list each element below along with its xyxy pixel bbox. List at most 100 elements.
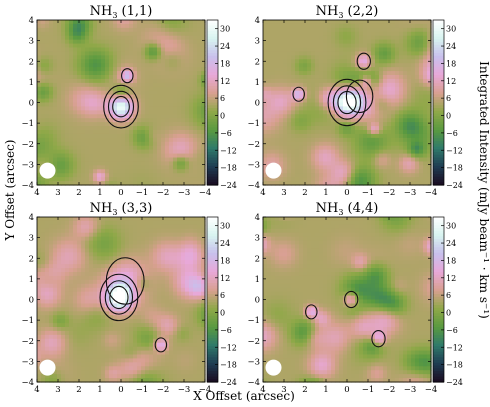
heatmap-cell bbox=[141, 122, 146, 127]
heatmap-cell bbox=[355, 43, 360, 49]
heatmap-cell bbox=[145, 327, 150, 332]
heatmap-cell bbox=[81, 350, 86, 356]
heatmap-cell bbox=[69, 358, 74, 363]
heatmap-cell bbox=[283, 59, 288, 64]
heatmap-cell bbox=[149, 59, 154, 64]
heatmap-cell bbox=[49, 39, 54, 45]
heatmap-cell bbox=[427, 137, 432, 143]
heatmap-cell bbox=[105, 43, 110, 49]
heatmap-cell bbox=[129, 137, 134, 143]
heatmap-cell bbox=[125, 63, 130, 68]
heatmap-cell bbox=[117, 366, 122, 371]
heatmap-cell bbox=[283, 67, 288, 72]
heatmap-cell bbox=[129, 217, 134, 222]
heatmap-cell bbox=[375, 67, 380, 72]
heatmap-cell bbox=[113, 98, 118, 104]
heatmap-cell bbox=[113, 283, 118, 289]
heatmap-cell bbox=[371, 82, 376, 88]
heatmap-cell bbox=[323, 82, 328, 88]
heatmap-cell bbox=[267, 31, 272, 37]
heatmap-cell bbox=[367, 75, 372, 80]
heatmap-cell bbox=[145, 303, 150, 308]
colorbar-tick-label: −6 bbox=[220, 129, 232, 138]
heatmap-cell bbox=[89, 378, 94, 383]
heatmap-cell bbox=[185, 98, 190, 104]
heatmap-cell bbox=[133, 299, 138, 305]
heatmap-cell bbox=[299, 165, 304, 170]
heatmap-cell bbox=[77, 350, 82, 356]
heatmap-cell bbox=[73, 370, 78, 375]
heatmap-cell bbox=[105, 228, 110, 234]
heatmap-cell bbox=[53, 71, 58, 76]
heatmap-cell bbox=[295, 27, 300, 33]
heatmap-cell bbox=[323, 141, 328, 147]
heatmap-cell bbox=[73, 23, 78, 29]
heatmap-cell bbox=[303, 23, 308, 29]
heatmap-cell bbox=[109, 342, 114, 348]
heatmap-cell bbox=[201, 177, 206, 182]
heatmap-cell bbox=[403, 141, 408, 147]
heatmap-cell bbox=[89, 161, 94, 166]
heatmap-cell bbox=[133, 31, 138, 37]
heatmap-cell bbox=[173, 165, 178, 170]
heatmap-cell bbox=[287, 145, 292, 151]
heatmap-cell bbox=[57, 137, 62, 143]
heatmap-cell bbox=[49, 224, 54, 230]
heatmap-cell bbox=[69, 51, 74, 56]
heatmap-cell bbox=[291, 149, 296, 155]
heatmap-cell bbox=[61, 110, 66, 115]
heatmap-cell bbox=[137, 20, 142, 25]
heatmap-cell bbox=[185, 67, 190, 72]
heatmap-cell bbox=[137, 362, 142, 367]
heatmap-cell bbox=[315, 137, 320, 143]
heatmap-cell bbox=[73, 71, 78, 76]
heatmap-cell bbox=[169, 59, 174, 64]
heatmap-cell bbox=[49, 240, 54, 246]
heatmap-cell bbox=[69, 315, 74, 320]
heatmap-cell bbox=[37, 67, 42, 72]
heatmap-cell bbox=[93, 20, 98, 25]
heatmap-cell bbox=[359, 102, 364, 108]
heatmap-cell bbox=[81, 59, 86, 64]
heatmap-cell bbox=[81, 232, 86, 238]
heatmap-cell bbox=[65, 173, 70, 178]
heatmap-cell bbox=[275, 86, 280, 92]
heatmap-cell bbox=[133, 133, 138, 139]
heatmap-cell bbox=[145, 177, 150, 182]
heatmap-cell bbox=[69, 248, 74, 253]
heatmap-cell bbox=[117, 244, 122, 250]
heatmap-cell bbox=[133, 272, 138, 277]
colorbar-tick-label: 30 bbox=[220, 25, 230, 34]
heatmap-cell bbox=[145, 71, 150, 76]
colorbar-segment bbox=[207, 124, 218, 128]
heatmap-cell bbox=[149, 141, 154, 147]
heatmap-cell bbox=[383, 78, 388, 84]
heatmap-cell bbox=[375, 27, 380, 33]
heatmap-cell bbox=[423, 106, 428, 111]
heatmap-cell bbox=[65, 279, 70, 285]
heatmap-cell bbox=[311, 94, 316, 100]
heatmap-cell bbox=[391, 67, 396, 72]
heatmap-cell bbox=[125, 217, 130, 222]
heatmap-cell bbox=[279, 23, 284, 29]
heatmap-cell bbox=[105, 220, 110, 226]
heatmap-cell bbox=[113, 323, 118, 328]
heatmap-cell bbox=[193, 165, 198, 170]
heatmap-cell bbox=[61, 43, 66, 49]
heatmap-cell bbox=[181, 31, 186, 37]
heatmap-cell bbox=[295, 78, 300, 84]
heatmap-cell bbox=[371, 59, 376, 64]
heatmap-cell bbox=[347, 118, 352, 123]
heatmap-cell bbox=[423, 20, 428, 25]
heatmap-cell bbox=[411, 98, 416, 104]
heatmap-cell bbox=[77, 295, 82, 301]
heatmap-cell bbox=[189, 51, 194, 56]
heatmap-cell bbox=[93, 43, 98, 49]
heatmap-cell bbox=[197, 39, 202, 45]
heatmap-cell bbox=[399, 133, 404, 139]
heatmap-cell bbox=[263, 86, 268, 92]
heatmap-cell bbox=[379, 43, 384, 49]
heatmap-cell bbox=[283, 98, 288, 104]
y-tick-label: −4 bbox=[21, 181, 34, 191]
heatmap-cell bbox=[307, 98, 312, 104]
